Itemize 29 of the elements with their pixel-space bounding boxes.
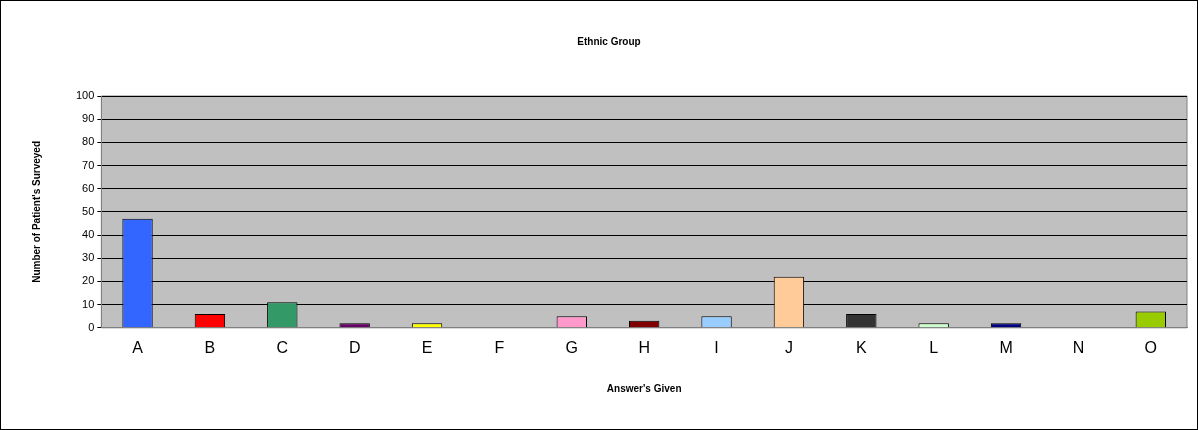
x-tick-label: J [784, 338, 793, 356]
y-tick-label: 60 [82, 181, 95, 194]
y-axis-title: Number of Patient's Surveyed [30, 140, 42, 283]
x-tick-label: O [1144, 338, 1158, 356]
x-tick-label: A [132, 338, 144, 356]
x-tick-label: B [204, 338, 216, 356]
x-tick-label: F [494, 338, 505, 356]
x-tick-label: L [929, 338, 939, 356]
y-tick-label: 20 [82, 274, 95, 287]
x-axis-title: Answer's Given [606, 382, 682, 394]
x-tick-label: M [999, 338, 1013, 356]
y-tick-label: 80 [82, 135, 95, 148]
y-tick-label: 30 [82, 251, 95, 264]
y-tick-label: 0 [88, 320, 95, 333]
x-tick-label: I [714, 338, 719, 356]
x-tick-label: H [638, 338, 650, 356]
y-tick-label: 10 [82, 297, 95, 310]
y-tick-label: 50 [82, 204, 95, 217]
y-tick-label: 40 [82, 228, 95, 241]
x-tick-label: C [276, 338, 289, 356]
x-tick-label: K [855, 338, 867, 356]
x-tick-label: D [348, 338, 361, 356]
x-tick-label: G [565, 338, 579, 356]
y-tick-label: 90 [82, 112, 95, 125]
y-tick-label: 100 [75, 89, 95, 102]
x-tick-label: E [421, 338, 433, 356]
chart-title: Ethnic Group [577, 35, 641, 47]
y-tick-label: 70 [82, 158, 95, 171]
x-tick-label: N [1072, 338, 1085, 356]
